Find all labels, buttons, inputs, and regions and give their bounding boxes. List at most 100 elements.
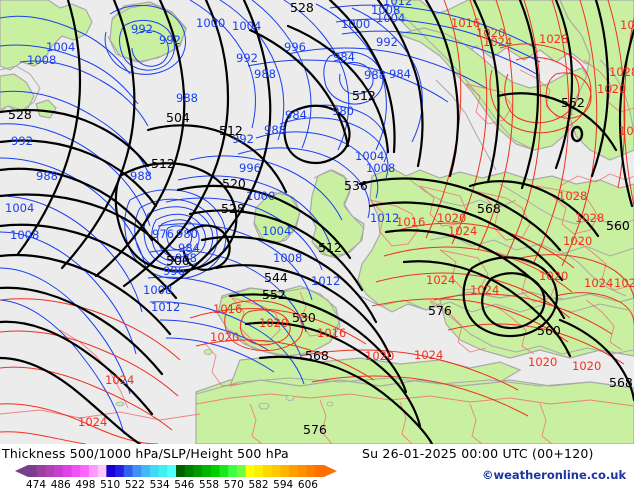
colorbar-swatch [36, 465, 47, 477]
height-contour-label: 512 [151, 156, 175, 171]
isobar-label: 1000 [341, 17, 370, 31]
colorbar-swatch [210, 465, 221, 477]
isobar-label: 1024 [448, 224, 477, 238]
isobar-label: 1016 [213, 302, 242, 316]
isobar-label: 1024 [470, 283, 499, 297]
colorbar-tick-label: 582 [248, 479, 268, 490]
height-contour-label: 528 [221, 201, 245, 216]
colorbar-swatch [263, 465, 273, 477]
isobar-label: 1004 [355, 149, 384, 163]
height-contour-label: 528 [290, 0, 314, 15]
isobar-label: 1008 [371, 3, 400, 17]
colorbar-swatch [71, 465, 81, 477]
isobar-label: 1028 [620, 18, 634, 32]
height-contour-label: 512 [318, 240, 342, 255]
height-contour-label: 560 [537, 323, 561, 338]
colorbar-swatch [236, 465, 247, 477]
isobar-label: 1008 [27, 53, 56, 67]
copyright-credit: ©weatheronline.co.uk [482, 468, 627, 482]
isobar-label: 1016 [317, 326, 346, 340]
height-contour-label: 568 [609, 375, 633, 390]
isobar-label: 1004 [5, 201, 34, 215]
height-marker-o [570, 125, 584, 143]
colorbar-tick-label: 558 [199, 479, 219, 490]
isobar-label: 1008 [143, 283, 172, 297]
colorbar-swatch [115, 465, 125, 477]
colorbar-tick-label: 498 [75, 479, 95, 490]
height-contour-label: 512 [352, 88, 376, 103]
isobar-label: 988 [130, 169, 152, 183]
isobar-label: 996 [239, 161, 261, 175]
isobar-label: 1020 [365, 349, 394, 363]
isobar-label: 1004 [46, 40, 75, 54]
isobar-label: 1024 [414, 348, 443, 362]
isobar-label: 984 [178, 241, 200, 255]
isobar-label: 988 [175, 251, 197, 265]
isobar-high-layer [0, 0, 634, 444]
isobar-label: 1020 [210, 330, 239, 344]
isobar-label: 1024 [78, 415, 107, 429]
isobar-label: 1020 [259, 316, 288, 330]
colorbar-swatch [306, 465, 316, 477]
isobar-label: 992 [131, 22, 153, 36]
height-contour-label: 560 [606, 218, 630, 233]
isobar-label: 984 [285, 108, 307, 122]
colorbar-start-arrow [15, 465, 28, 477]
isobar-label: 988 [36, 169, 58, 183]
height-contour-label: 568 [477, 201, 501, 216]
isobar-label: 992 [232, 132, 254, 146]
isobar-label: 1000 [246, 189, 275, 203]
isobar-label: 1024 [483, 35, 512, 49]
height-contour-layer [0, 0, 634, 444]
isobar-label: 1020 [597, 82, 626, 96]
isobar-label: 1028 [609, 65, 634, 79]
isobar-label: 992 [376, 35, 398, 49]
land-greenland-islets [35, 99, 57, 119]
colorbar-swatch [280, 465, 290, 477]
weather-map[interactable]: 992 992 1004 1008 1000 1004 1012 1008 1004 1000 99… [0, 0, 634, 444]
isobar-label: 1008 [10, 228, 39, 242]
isobar-label: 1020 [476, 26, 505, 40]
colorbar-swatch [193, 465, 203, 477]
isobar-label: 1004 [376, 11, 405, 25]
isobar-label: 988 [176, 91, 198, 105]
isobar-label: 992 [11, 134, 33, 148]
isobar-label: 1016 [396, 215, 425, 229]
colorbar-swatch [149, 465, 160, 477]
isobar-label: 1012 [383, 0, 412, 8]
colorbar-tick-label: 570 [224, 479, 244, 490]
height-contour-label: 512 [219, 123, 243, 138]
height-contour-label: 552 [561, 95, 585, 110]
isobar-label: 1028 [575, 211, 604, 225]
isobar-label: 980 [176, 227, 198, 241]
isobar-label: 1004 [232, 19, 261, 33]
colorbar-tick-label: 546 [174, 479, 194, 490]
colorbar-canvas[interactable]: 474 486 498 510 522 534 546 558 570 582 594 606 [14, 464, 344, 490]
isobar-label: 980 [332, 104, 354, 118]
height-contour-label: 500 [166, 253, 190, 268]
colorbar-tick-label: 522 [125, 479, 145, 490]
colorbar-swatch [141, 465, 151, 477]
height-contour-label: 536 [344, 178, 368, 193]
isobar-label: 1020 [528, 355, 557, 369]
colorbar-swatch [54, 465, 64, 477]
chart-valid-datetime: Su 26-01-2025 00:00 UTC (00+120) [362, 446, 594, 461]
colorbar-swatch [228, 465, 238, 477]
isobar-label: 1012 [151, 300, 180, 314]
colorbar-swatch [158, 465, 168, 477]
isobar-label: 976 [152, 227, 174, 241]
thickness-colorbar[interactable]: 474 486 498 510 522 534 546 558 570 582 594 606 [14, 464, 344, 490]
height-contour-label: 520 [222, 176, 246, 191]
height-contour-label: 544 [264, 270, 288, 285]
colorbar-swatch [97, 465, 107, 477]
isobar-label: 1024 [584, 276, 613, 290]
height-contour-label: 576 [428, 303, 452, 318]
colorbar-swatch [80, 465, 90, 477]
colorbar-swatch [45, 465, 55, 477]
colorbar-tick-label: 606 [298, 479, 318, 490]
colorbar-swatch [88, 465, 99, 477]
colorbar-swatch [315, 465, 325, 477]
colorbar-swatch [62, 465, 73, 477]
colorbar-swatch [202, 465, 212, 477]
